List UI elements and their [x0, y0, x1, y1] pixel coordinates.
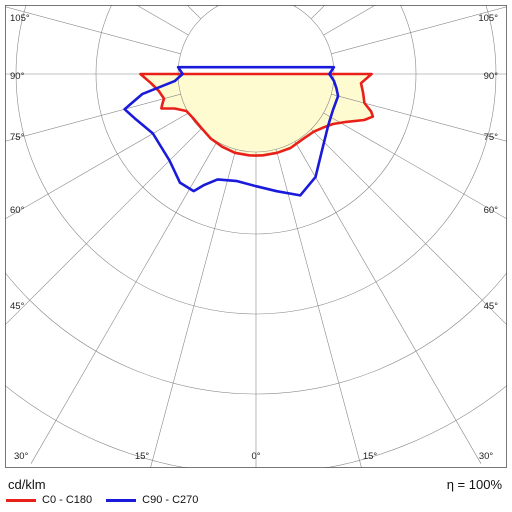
- series-line-c90-c270: [123, 65, 340, 197]
- angle-label: 105°: [10, 13, 30, 24]
- angle-label: 90°: [10, 71, 25, 82]
- legend-label: C90 - C270: [142, 494, 199, 506]
- legend: C0 - C180 C90 - C270: [6, 494, 212, 506]
- legend-item-c0-c180: C0 - C180: [6, 494, 92, 506]
- circle-gridline: [5, 271, 507, 395]
- plot-frame: [5, 5, 507, 468]
- radial-gridline: [5, 112, 189, 220]
- angle-label: 15°: [135, 451, 150, 462]
- radial-gridline: [323, 112, 507, 220]
- angle-label: 45°: [10, 301, 25, 312]
- angle-label: 15°: [363, 451, 378, 462]
- angle-label: 75°: [484, 132, 499, 143]
- circle-gridline: [15, 5, 497, 315]
- radial-gridline: [331, 93, 507, 142]
- radial-gridline: [5, 6, 181, 55]
- radial-gridline: [150, 149, 237, 468]
- unit-label: cd/klm: [8, 477, 46, 492]
- chart-footer: cd/klm η = 100% C0 - C180 C90 - C270: [0, 475, 512, 512]
- angle-label: 60°: [484, 205, 499, 216]
- radial-gridline: [5, 93, 181, 142]
- light-distribution-fill: [140, 74, 373, 156]
- radial-gridline: [310, 128, 507, 326]
- polar-grid: [5, 5, 507, 468]
- radial-gridline: [294, 141, 482, 464]
- legend-item-c90-c270: C90 - C270: [106, 494, 198, 506]
- radial-gridline: [186, 5, 202, 20]
- series-line-c0-c180: [139, 72, 375, 157]
- angle-label: 105°: [478, 13, 498, 24]
- legend-swatch-red: [6, 498, 36, 502]
- legend-swatch-blue: [106, 498, 137, 502]
- legend-label: C0 - C180: [42, 494, 93, 506]
- angle-labels: 105° 90° 75° 60° 45° 30° 15° 0° 15° 30° 45° 60° 75° 9…: [10, 13, 498, 462]
- angle-label: 90°: [484, 71, 499, 82]
- angle-label: 0°: [251, 451, 260, 462]
- intensity-fill-area: [140, 74, 373, 156]
- angle-label: 60°: [10, 205, 25, 216]
- angle-label: 30°: [14, 451, 29, 462]
- radial-gridline: [275, 149, 362, 468]
- angle-label: 30°: [479, 451, 494, 462]
- chart-series: [123, 65, 375, 197]
- radial-gridline: [331, 6, 507, 55]
- efficiency-label: η = 100%: [446, 477, 502, 492]
- angle-label: 45°: [484, 301, 499, 312]
- radial-gridline: [5, 128, 202, 326]
- polar-chart: 105° 90° 75° 60° 45° 30° 15° 0° 15° 30° 45° 60° 75° 9…: [5, 5, 507, 468]
- radial-gridline: [30, 141, 218, 464]
- circle-gridline: [95, 5, 417, 235]
- angle-label: 75°: [10, 132, 25, 143]
